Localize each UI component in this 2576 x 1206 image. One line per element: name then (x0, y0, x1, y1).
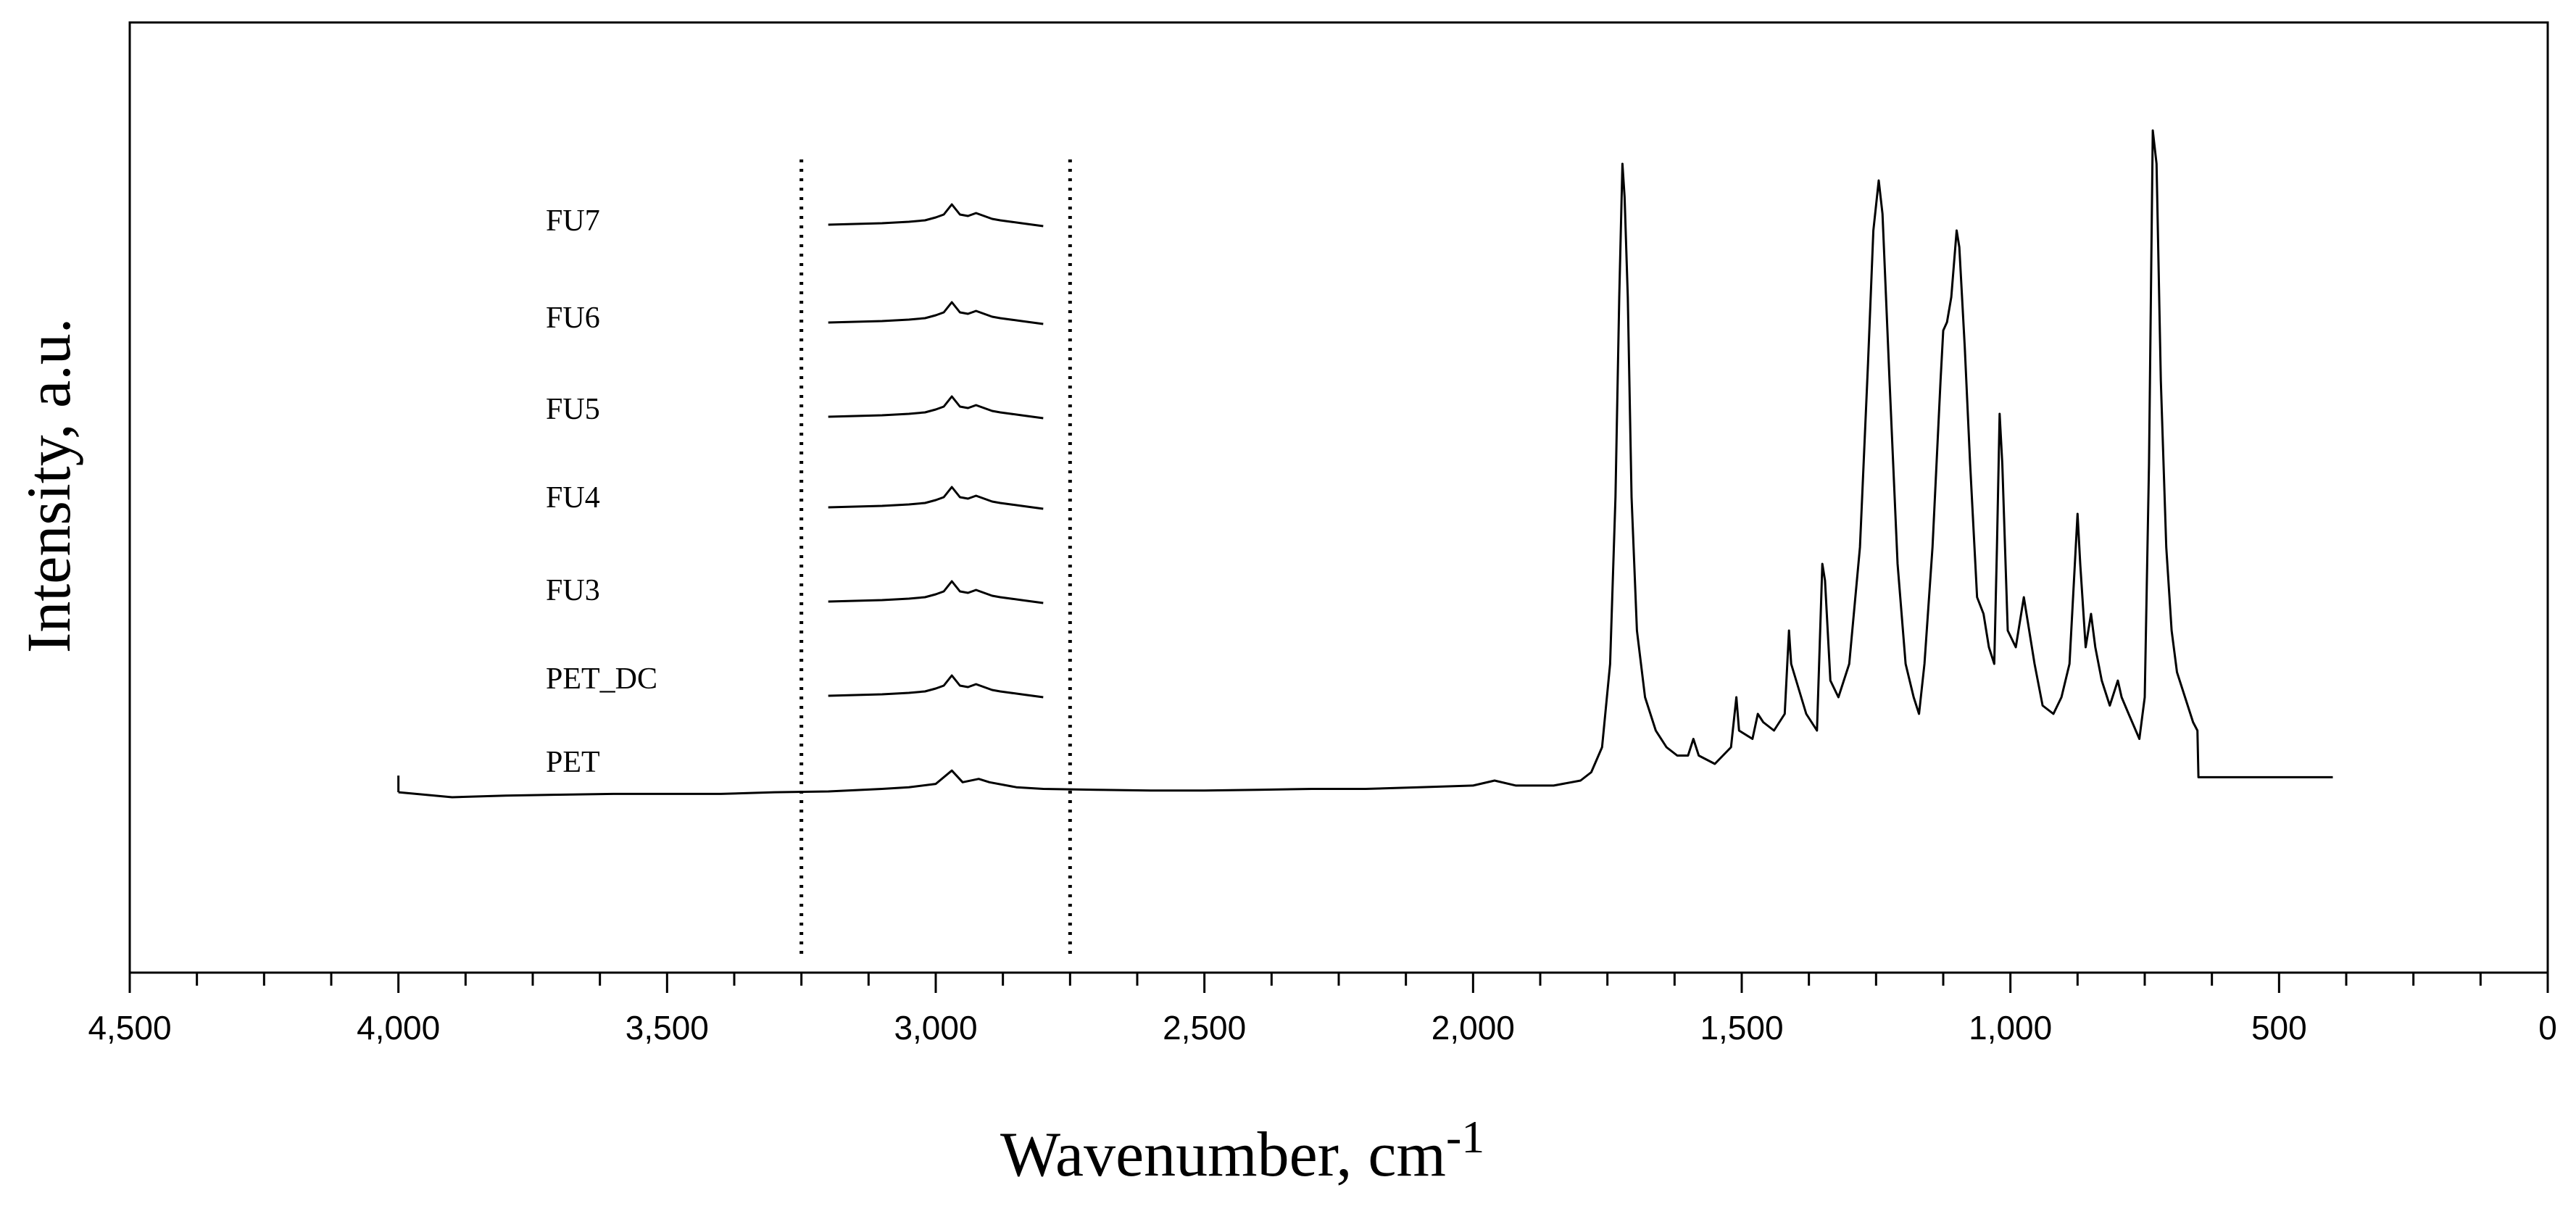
series-line-pet (398, 129, 2333, 799)
series-labels: PET PET_DC FU3 FU4 FU5 FU6 FU7 (546, 204, 657, 779)
x-tick-label: 3,000 (894, 1009, 977, 1047)
x-tick-label: 1,500 (1700, 1009, 1783, 1047)
x-axis-label-main: Wavenumber, cm (1000, 1120, 1446, 1190)
x-axis-ticks: 4,500 4,000 3,500 3,000 2,500 2,000 1,500 1,000… (88, 973, 2557, 1047)
series-line-pet-dc (828, 674, 1044, 699)
y-axis-label: Intensity, a.u. (14, 318, 83, 654)
series-layer (397, 129, 2333, 799)
x-tick-label: 2,000 (1432, 1009, 1515, 1047)
series-label-fu5: FU5 (546, 393, 600, 426)
x-axis-label-superscript: -1 (1446, 1111, 1484, 1163)
plot-frame (128, 21, 2549, 974)
series-line-fu3 (828, 580, 1044, 604)
x-tick-label: 1,000 (1969, 1009, 2052, 1047)
x-tick-label: 4,500 (88, 1009, 171, 1047)
x-tick-label: 4,000 (357, 1009, 440, 1047)
series-line-fu7 (828, 203, 1044, 228)
x-tick-label: 2,500 (1163, 1009, 1246, 1047)
series-label-pet: PET (546, 746, 600, 779)
x-tick-label: 0 (2538, 1009, 2557, 1047)
x-tick-label: 3,500 (626, 1009, 709, 1047)
series-line-fu5 (828, 395, 1044, 420)
x-axis-label: Wavenumber, cm-1 (1000, 1111, 1484, 1190)
x-tick-label: 500 (2251, 1009, 2307, 1047)
series-label-pet-dc: PET_DC (546, 662, 657, 696)
series-label-fu4: FU4 (546, 481, 600, 515)
series-line-fu6 (828, 301, 1044, 325)
series-line-fu4 (828, 486, 1044, 510)
series-label-fu6: FU6 (546, 302, 600, 335)
dotted-guides (799, 159, 1072, 955)
series-label-fu7: FU7 (546, 204, 600, 238)
series-label-fu3: FU3 (546, 574, 600, 607)
